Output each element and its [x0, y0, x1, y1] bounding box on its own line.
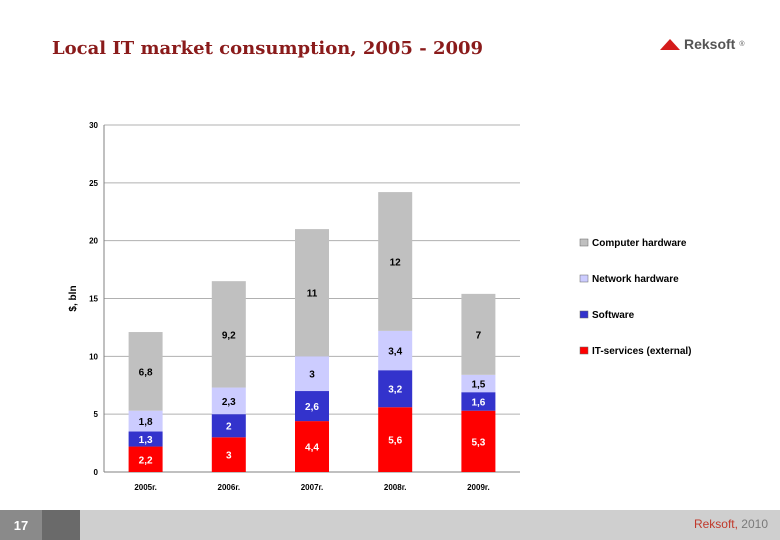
legend-label: IT-services (external) — [592, 346, 692, 357]
bar-segment — [128, 446, 163, 472]
page-number: 17 — [0, 510, 42, 540]
bar-data-label: 2 — [226, 422, 232, 433]
bar-data-label: 3,2 — [388, 385, 402, 396]
bar-data-label: 1,3 — [139, 435, 153, 446]
bar-data-label: 3 — [309, 370, 315, 381]
y-axis-label: $, bln — [68, 285, 79, 311]
x-tick-label: 2009г. — [467, 483, 490, 492]
bar-segment — [211, 281, 246, 388]
legend-swatch — [579, 274, 589, 283]
logo-triangle-icon — [660, 38, 680, 50]
legend-swatch — [579, 310, 589, 319]
bar-data-label: 1,5 — [471, 380, 485, 391]
bar-data-label: 3 — [226, 451, 232, 462]
bar-segment — [378, 407, 413, 472]
x-tick-label: 2007г. — [301, 483, 324, 492]
legend-label: Software — [592, 310, 635, 321]
bar-segment — [128, 410, 163, 432]
bar-segment — [461, 392, 496, 411]
bar-segment — [378, 330, 413, 371]
legend-swatch — [579, 346, 589, 355]
y-tick-label: 5 — [94, 410, 99, 419]
x-tick-label: 2008г. — [384, 483, 407, 492]
bar-segment — [211, 387, 246, 415]
bar-segment — [295, 421, 329, 472]
x-tick-label: 2006г. — [218, 483, 241, 492]
y-tick-label: 15 — [89, 295, 98, 304]
legend-swatch — [579, 238, 589, 247]
slide-title: Local IT market consumption, 2005 - 2009 — [52, 38, 484, 59]
bar-segment — [295, 391, 329, 422]
bar-segment — [128, 332, 163, 411]
bar-data-label: 5,3 — [471, 437, 485, 448]
y-tick-label: 25 — [89, 179, 98, 188]
bar-segment — [378, 370, 413, 408]
bar-segment — [295, 356, 329, 392]
bar-data-label: 3,4 — [388, 347, 402, 358]
bar-segment — [461, 293, 496, 375]
bar-segment — [461, 374, 496, 393]
y-tick-label: 20 — [89, 237, 98, 246]
bar-data-label: 5,6 — [388, 436, 402, 447]
bar-data-label: 1,6 — [471, 397, 485, 408]
bar-data-label: 11 — [307, 289, 318, 300]
x-tick-label: 2005г. — [134, 483, 157, 492]
footer-brand: Reksoft, — [693, 517, 738, 531]
bar-data-label: 12 — [390, 257, 402, 268]
bar-segment — [211, 414, 246, 438]
footer-bar: 17 Reksoft, 2010 — [0, 510, 780, 540]
logo-registered-mark: ® — [739, 40, 745, 48]
bar-segment — [295, 229, 329, 357]
bar-data-label: 2,3 — [222, 397, 236, 408]
bar-data-label: 2,2 — [139, 455, 153, 466]
y-tick-label: 10 — [89, 352, 98, 361]
logo-text: Reksoft — [684, 36, 736, 52]
legend-label: Network hardware — [592, 274, 679, 285]
bar-segment — [128, 431, 163, 447]
bar-data-label: 9,2 — [222, 330, 236, 341]
stacked-bar-chart: 0 5 10 15 20 25 30 $, bln 2,2 1,3 1,8 6,8 2005г. 3 2 2,… — [68, 121, 692, 492]
brand-logo: Reksoft ® — [660, 36, 745, 52]
y-tick-label: 0 — [94, 468, 99, 477]
y-tick-label: 30 — [89, 121, 98, 130]
footer-credit: Reksoft, 2010 — [694, 517, 768, 531]
bar-segment — [211, 437, 246, 472]
bar-data-label: 6,8 — [139, 367, 153, 378]
bar-data-label: 2,6 — [305, 402, 319, 413]
bar-segment — [461, 410, 496, 472]
bar-data-label: 4,4 — [305, 443, 319, 454]
bar-data-label: 7 — [476, 330, 482, 341]
legend-label: Computer hardware — [592, 238, 687, 249]
bar-segment — [378, 192, 413, 331]
footer-year: 2010 — [737, 517, 768, 531]
footer-decor-block — [42, 510, 80, 540]
bar-data-label: 1,8 — [139, 417, 153, 428]
